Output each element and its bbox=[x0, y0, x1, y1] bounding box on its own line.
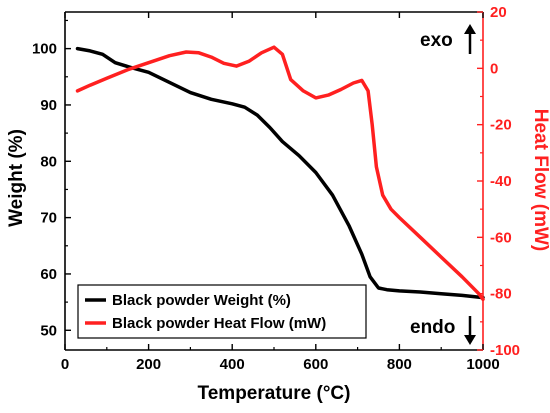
y-tick-label: 50 bbox=[40, 322, 57, 339]
y-tick-label: 80 bbox=[40, 153, 57, 170]
y2-tick-label: -80 bbox=[490, 286, 512, 303]
y2-tick-label: 20 bbox=[490, 4, 507, 21]
y2-tick-label: -20 bbox=[490, 117, 512, 134]
exo-label: exo bbox=[420, 30, 453, 51]
x-ticks: 0 200 400 600 800 1000 bbox=[61, 12, 500, 373]
x-axis-title: Temperature (°C) bbox=[198, 383, 351, 404]
exo-annotation: exo bbox=[420, 24, 476, 54]
y-tick-label: 60 bbox=[40, 266, 57, 283]
series-line-heatflow bbox=[75, 45, 485, 302]
y2-tick-label: -60 bbox=[490, 229, 512, 246]
x-tick-label: 200 bbox=[136, 356, 161, 373]
y2-tick-label: -40 bbox=[490, 173, 512, 190]
y2-tick-label: 0 bbox=[490, 60, 498, 77]
exo-arrow-icon bbox=[464, 24, 476, 34]
x-tick-label: 800 bbox=[387, 356, 412, 373]
y-tick-label: 90 bbox=[40, 97, 57, 114]
x-tick-label: 1000 bbox=[466, 356, 499, 373]
series-line-weight bbox=[75, 46, 485, 300]
x-tick-label: 0 bbox=[61, 356, 69, 373]
curves bbox=[75, 45, 485, 302]
endo-label: endo bbox=[410, 317, 455, 338]
y2-tick-label: -100 bbox=[490, 342, 520, 359]
y2-axis-title: Heat Flow (mW) bbox=[530, 109, 550, 252]
legend-label-weight: Black powder Weight (%) bbox=[112, 292, 291, 309]
legend-box bbox=[77, 284, 367, 339]
x-tick-label: 600 bbox=[303, 356, 328, 373]
y-axis-title: Weight (%) bbox=[6, 129, 27, 227]
y-tick-label: 100 bbox=[32, 41, 57, 58]
y2-ticks: -100 -80 -60 -40 -20 0 20 bbox=[477, 4, 520, 359]
legend: Black powder Weight (%) Black powder Hea… bbox=[77, 284, 367, 339]
y-tick-label: 70 bbox=[40, 210, 57, 227]
legend-label-heatflow: Black powder Heat Flow (mW) bbox=[112, 315, 326, 332]
endo-arrow-icon bbox=[464, 335, 476, 345]
x-tick-label: 400 bbox=[220, 356, 245, 373]
y-ticks: 50 60 70 80 90 100 bbox=[32, 19, 71, 339]
endo-annotation: endo bbox=[410, 316, 476, 345]
